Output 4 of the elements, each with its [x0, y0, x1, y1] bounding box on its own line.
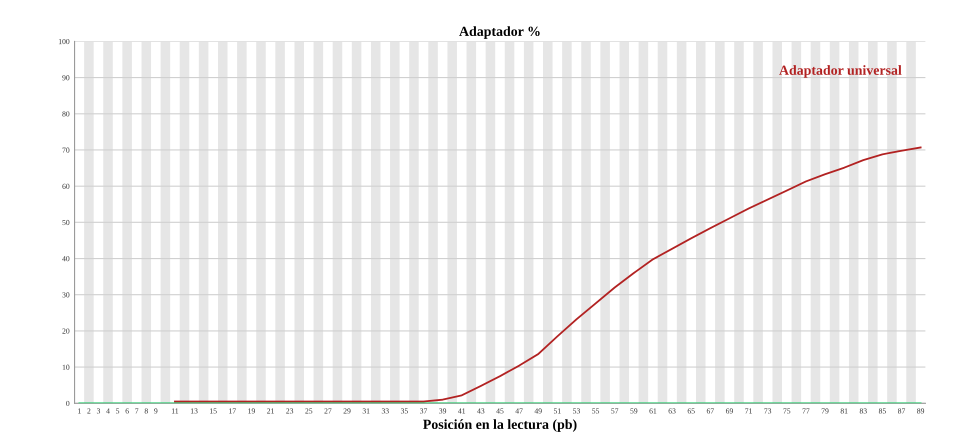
line-series	[174, 146, 922, 402]
text: Adaptador universal	[779, 65, 902, 78]
x-axis-title: Posición en la lectura (pb)	[423, 419, 577, 432]
chart-title: Adaptador %	[459, 26, 540, 39]
